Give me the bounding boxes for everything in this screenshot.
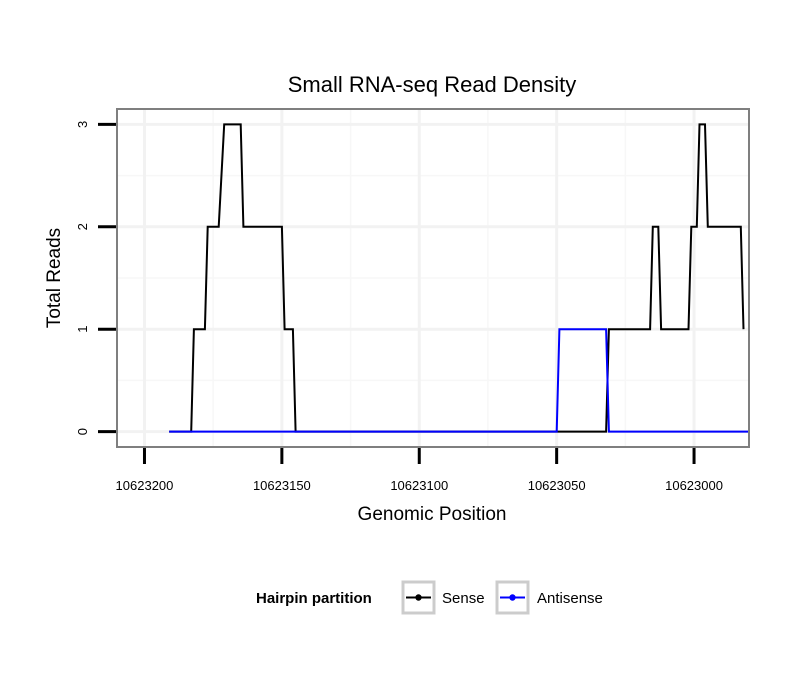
legend-key-antisense-dot [509, 594, 516, 601]
chart-title: Small RNA-seq Read Density [288, 72, 577, 97]
legend-label-sense: Sense [442, 590, 485, 607]
x-axis-label: Genomic Position [358, 504, 507, 525]
y-tick-label: 2 [75, 223, 90, 230]
x-tick-label: 10623200 [116, 478, 174, 493]
y-axis: 0 1 2 3 [75, 121, 116, 435]
x-tick-label: 10623150 [253, 478, 311, 493]
x-tick-label: 10623000 [665, 478, 723, 493]
plot-border [116, 108, 750, 448]
x-axis: 10623200 10623150 10623100 10623050 10623000 [116, 448, 723, 493]
x-tick-label: 10623050 [528, 478, 586, 493]
legend-title: Hairpin partition [256, 590, 372, 607]
y-tick-label: 0 [75, 428, 90, 435]
legend-key-sense-dot [415, 594, 422, 601]
legend-item-antisense: Antisense [495, 580, 603, 615]
legend-label-antisense: Antisense [537, 590, 603, 607]
grid-major [117, 109, 749, 447]
y-axis-label: Total Reads [44, 228, 65, 328]
legend-item-sense: Sense [401, 580, 485, 615]
y-tick-label: 3 [75, 121, 90, 128]
series-layer [169, 123, 749, 433]
series-line-antisense [169, 328, 749, 433]
x-tick-label: 10623100 [390, 478, 448, 493]
legend: Hairpin partition Sense Antisense [256, 580, 603, 615]
y-tick-label: 1 [75, 326, 90, 333]
